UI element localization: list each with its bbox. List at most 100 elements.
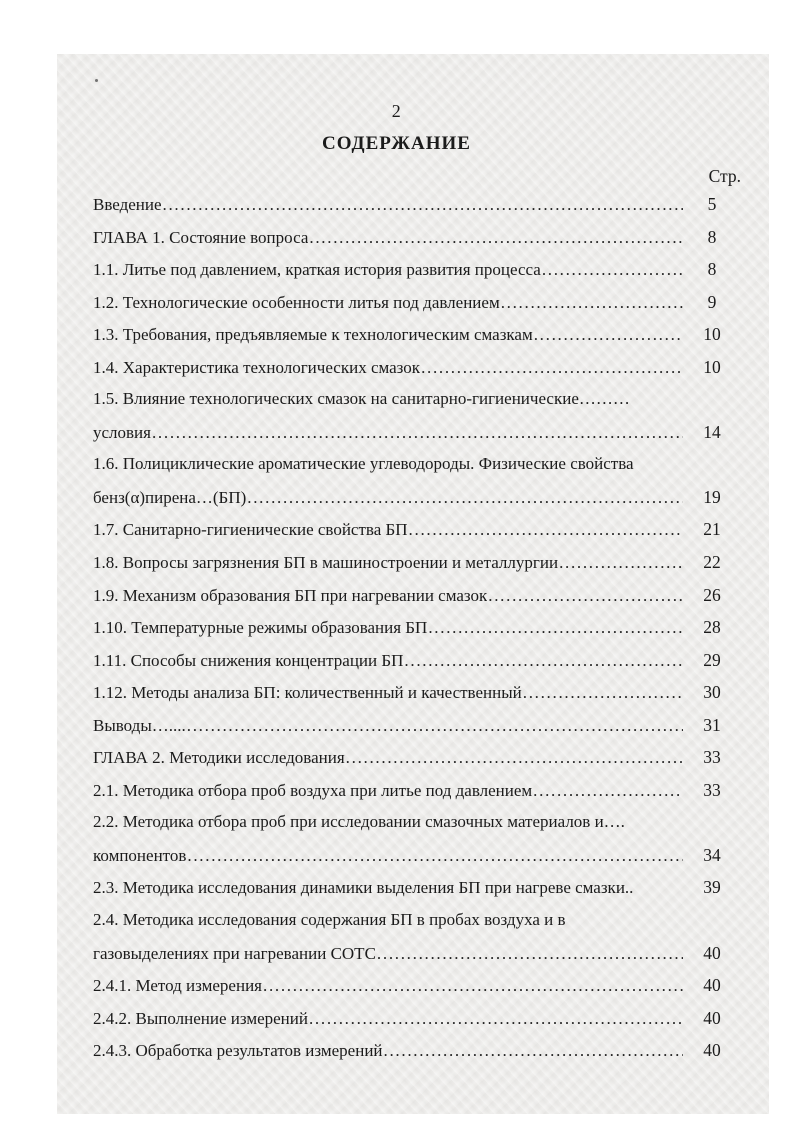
toc-entry-title: 1.1. Литье под давлением, краткая истори…	[93, 260, 541, 280]
toc-row: Выводы….... 31	[93, 715, 738, 748]
toc-entry-title: газовыделениях при нагревании СОТС	[93, 943, 376, 963]
scan-noise-speck	[95, 79, 98, 82]
dot-leader	[542, 260, 683, 280]
toc-row: условия 14	[93, 422, 738, 455]
toc-entry-page-number: 29	[703, 649, 721, 670]
toc-entry-page-number: 39	[703, 877, 721, 898]
dot-leader	[247, 488, 683, 508]
toc-entry-page-number: 40	[703, 942, 721, 963]
toc-entry-title: 1.4. Характеристика технологических смаз…	[93, 357, 421, 377]
dot-leader	[384, 1041, 683, 1061]
dot-leader	[309, 228, 683, 248]
toc-entry-title: ГЛАВА 1. Состояние вопроса	[93, 227, 309, 247]
toc-entry-page-number: 33	[703, 779, 721, 800]
toc-row: 1.3. Требования, предъявляемые к техноло…	[93, 324, 738, 357]
toc-entry-page-number: 21	[703, 519, 721, 540]
toc-entry-page-number: 26	[703, 584, 721, 605]
toc-entry-title: 2.3. Методика исследования динамики выде…	[93, 878, 634, 898]
toc-entry-title: бенз(α)пирена…(БП)	[93, 487, 247, 507]
toc-entry-page-number: 33	[703, 747, 721, 768]
toc-entry-title: 1.10. Температурные режимы образования Б…	[93, 618, 428, 638]
dot-leader	[404, 651, 683, 671]
toc-row: 1.11. Способы снижения концентрации БП 2…	[93, 650, 738, 683]
dot-leader	[421, 358, 683, 378]
dot-leader	[163, 195, 683, 215]
dot-leader	[377, 944, 683, 964]
toc-row: 2.4.3. Обработка результатов измерений 4…	[93, 1040, 738, 1073]
toc-row: 1.7. Санитарно-гигиенические свойства БП…	[93, 519, 738, 552]
toc-entry-title: 1.11. Способы снижения концентрации БП	[93, 650, 404, 670]
toc-entry-title: 2.4. Методика исследования содержания БП…	[93, 910, 566, 930]
toc-entry-page-number: 40	[703, 1007, 721, 1028]
toc-entry-page-number: 40	[703, 1040, 721, 1061]
toc-entry-title: 2.2. Методика отбора проб при исследован…	[93, 812, 625, 832]
toc-entry-page-number: 34	[703, 844, 721, 865]
page-column-header: Стр.	[708, 166, 741, 186]
toc-entry-title: 2.4.2. Выполнение измерений	[93, 1008, 308, 1028]
page-title: СОДЕРЖАНИЕ	[322, 133, 471, 154]
dot-leader	[152, 423, 683, 443]
dot-leader	[533, 781, 683, 801]
toc-row: компонентов 34	[93, 845, 738, 878]
toc-entry-page-number: 30	[703, 682, 721, 703]
toc-row: бенз(α)пирена…(БП) 19	[93, 487, 738, 520]
dot-leader	[559, 553, 683, 573]
toc-entry-title: 2.4.3. Обработка результатов измерений	[93, 1041, 383, 1061]
dot-leader	[346, 748, 683, 768]
toc-row: 1.5. Влияние технологических смазок на с…	[93, 389, 738, 422]
page-number: 2	[391, 101, 402, 121]
toc-row: 1.10. Температурные режимы образования Б…	[93, 617, 738, 650]
toc-row: 1.4. Характеристика технологических смаз…	[93, 357, 738, 390]
toc-entry-page-number: 22	[703, 552, 721, 573]
toc-row: газовыделениях при нагревании СОТС 40	[93, 943, 738, 976]
toc-row: 2.4.1. Метод измерения 40	[93, 975, 738, 1008]
toc-row: ГЛАВА 2. Методики исследования 33	[93, 747, 738, 780]
dot-leader	[523, 683, 683, 703]
toc-row: 1.12. Методы анализа БП: количественный …	[93, 682, 738, 715]
toc-entry-page-number: 8	[707, 259, 717, 280]
dot-leader	[187, 716, 683, 736]
toc-row: 2.2. Методика отбора проб при исследован…	[93, 812, 738, 845]
toc-entry-title: 1.8. Вопросы загрязнения БП в машиностро…	[93, 553, 559, 573]
dot-leader	[309, 1009, 683, 1029]
toc-entry-title: 1.7. Санитарно-гигиенические свойства БП	[93, 520, 408, 540]
toc-entry-title: компонентов	[93, 845, 187, 865]
toc-row: 2.4. Методика исследования содержания БП…	[93, 910, 738, 943]
toc-entry-page-number: 14	[703, 421, 721, 442]
toc-row: 2.1. Методика отбора проб воздуха при ли…	[93, 780, 738, 813]
toc-row: 1.9. Механизм образования БП при нагрева…	[93, 585, 738, 618]
toc-entry-title: 1.2. Технологические особенности литья п…	[93, 292, 500, 312]
toc-row: 2.3. Методика исследования динамики выде…	[93, 877, 738, 910]
toc-row: 1.1. Литье под давлением, краткая истори…	[93, 259, 738, 292]
toc-entry-page-number: 9	[707, 291, 717, 312]
toc-entry-page-number: 5	[707, 194, 717, 214]
toc-row: ГЛАВА 1. Состояние вопроса 8	[93, 227, 738, 260]
toc-row: 1.6. Полициклические ароматические углев…	[93, 454, 738, 487]
toc-entry-page-number: 10	[703, 356, 721, 377]
dot-leader	[488, 586, 683, 606]
toc-entry-page-number: 10	[703, 324, 721, 345]
toc-entry-title: Введение	[93, 195, 162, 214]
dot-leader	[428, 618, 683, 638]
toc-row: 1.8. Вопросы загрязнения БП в машиностро…	[93, 552, 738, 585]
toc-entry-title: 2.1. Методика отбора проб воздуха при ли…	[93, 780, 533, 800]
toc-entry-page-number: 28	[703, 617, 721, 638]
toc-entry-title: 1.5. Влияние технологических смазок на с…	[93, 389, 630, 409]
toc-entry-title: 1.12. Методы анализа БП: количественный …	[93, 683, 522, 703]
toc-entry-title: 2.4.1. Метод измерения	[93, 976, 262, 996]
toc-entry-title: ГЛАВА 2. Методики исследования	[93, 748, 345, 768]
toc-entry-title: 1.9. Механизм образования БП при нагрева…	[93, 585, 488, 605]
toc-entry-title: Выводы…....	[93, 715, 186, 735]
toc-entry-title: 1.6. Полициклические ароматические углев…	[93, 454, 634, 474]
toc-row: 2.4.2. Выполнение измерений 40	[93, 1008, 738, 1041]
toc-row: Введение 5	[93, 194, 738, 227]
toc-entry-page-number: 19	[703, 486, 721, 507]
dot-leader	[187, 846, 683, 866]
toc-entry-page-number: 40	[703, 975, 721, 996]
dot-leader	[263, 976, 683, 996]
toc-row: 1.2. Технологические особенности литья п…	[93, 292, 738, 325]
toc-entry-page-number: 8	[707, 226, 717, 247]
dot-leader	[501, 293, 683, 313]
toc-entry-title: 1.3. Требования, предъявляемые к техноло…	[93, 325, 533, 345]
